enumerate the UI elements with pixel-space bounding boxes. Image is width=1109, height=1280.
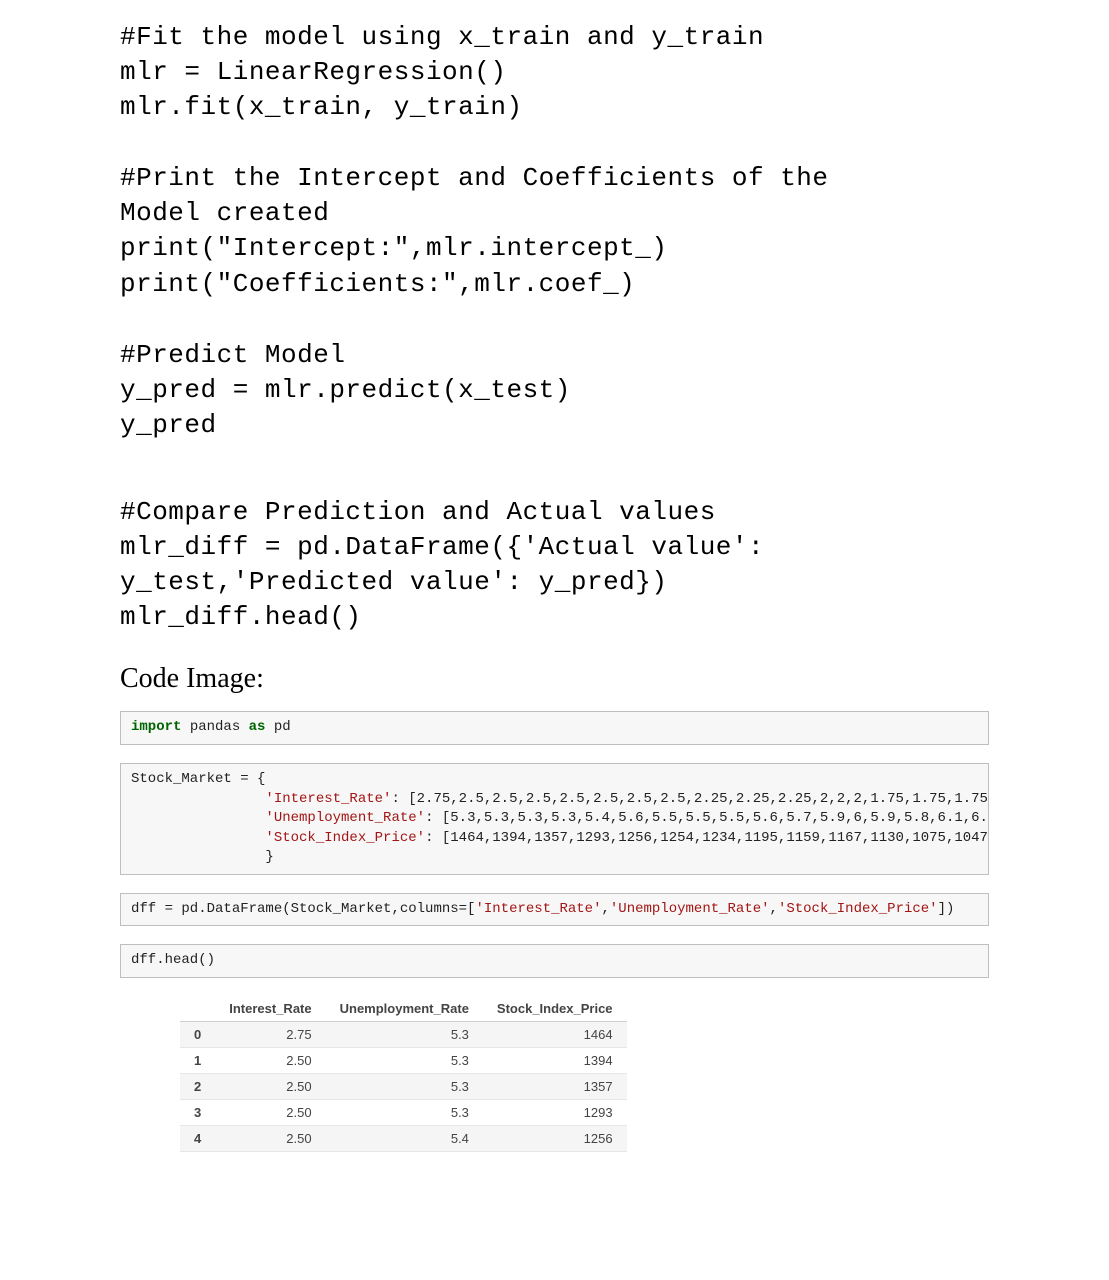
table-cell: 5.3 (326, 1100, 483, 1126)
code-key: 'Stock_Index_Price' (265, 830, 425, 846)
code-text: Stock_Market = { (131, 771, 265, 787)
code-block-compare: #Compare Prediction and Actual values ml… (120, 495, 989, 635)
code-line: #Predict Model (120, 340, 345, 370)
kw-import: import (131, 719, 181, 735)
spacer (120, 443, 989, 479)
code-line: print("Coefficients:",mlr.coef_) (120, 269, 635, 299)
table-cell: 1 (180, 1048, 215, 1074)
code-line: mlr_diff = pd.DataFrame({'Actual value': (120, 532, 764, 562)
code-text: , (602, 901, 610, 917)
dataframe-output: Interest_Rate Unemployment_Rate Stock_In… (180, 996, 989, 1152)
table-row: 3 2.50 5.3 1293 (180, 1100, 627, 1126)
code-line: y_test,'Predicted value': y_pred}) (120, 567, 668, 597)
table-cell: 1293 (483, 1100, 627, 1126)
code-key: 'Unemployment_Rate' (265, 810, 425, 826)
code-text: dff.head() (131, 952, 215, 968)
kw-as: as (249, 719, 266, 735)
spacer (120, 125, 989, 161)
code-line: y_pred (120, 410, 217, 440)
code-block-predict: #Predict Model y_pred = mlr.predict(x_te… (120, 338, 989, 443)
table-header: Stock_Index_Price (483, 996, 627, 1022)
table-header: Unemployment_Rate (326, 996, 483, 1022)
table-cell: 2.50 (215, 1048, 325, 1074)
code-str: 'Stock_Index_Price' (778, 901, 938, 917)
code-block-print: #Print the Intercept and Coefficients of… (120, 161, 989, 301)
code-line: y_pred = mlr.predict(x_test) (120, 375, 571, 405)
code-text: dff = pd.DataFrame(Stock_Market,columns=… (131, 901, 475, 917)
code-text: ]) (938, 901, 955, 917)
table-cell: 5.3 (326, 1074, 483, 1100)
table-row: 0 2.75 5.3 1464 (180, 1022, 627, 1048)
table-cell: 2.75 (215, 1022, 325, 1048)
table-cell: 0 (180, 1022, 215, 1048)
code-text: pd (274, 719, 291, 735)
table-cell: 5.3 (326, 1048, 483, 1074)
code-text: } (265, 849, 273, 865)
code-line: mlr.fit(x_train, y_train) (120, 92, 523, 122)
table-cell: 4 (180, 1126, 215, 1152)
code-val: : [1464,1394,1357,1293,1256,1254,1234,11… (425, 830, 989, 846)
notebook-cell-dff: dff = pd.DataFrame(Stock_Market,columns=… (120, 893, 989, 927)
table-cell: 2.50 (215, 1100, 325, 1126)
table-cell: 2 (180, 1074, 215, 1100)
dataframe-table: Interest_Rate Unemployment_Rate Stock_In… (180, 996, 627, 1152)
code-str: 'Interest_Rate' (475, 901, 601, 917)
table-row: 2 2.50 5.3 1357 (180, 1074, 627, 1100)
table-header-row: Interest_Rate Unemployment_Rate Stock_In… (180, 996, 627, 1022)
table-cell: 1394 (483, 1048, 627, 1074)
notebook-cell-stockmarket: Stock_Market = { 'Interest_Rate': [2.75,… (120, 763, 989, 875)
code-text: , (770, 901, 778, 917)
table-cell: 3 (180, 1100, 215, 1126)
page-root: #Fit the model using x_train and y_train… (0, 0, 1109, 1192)
table-cell: 5.3 (326, 1022, 483, 1048)
table-cell: 2.50 (215, 1074, 325, 1100)
code-str: 'Unemployment_Rate' (610, 901, 770, 917)
code-line: #Print the Intercept and Coefficients of… (120, 163, 829, 193)
code-val: : [5.3,5.3,5.3,5.3,5.4,5.6,5.5,5.5,5.5,5… (425, 810, 989, 826)
section-heading: Code Image: (120, 663, 989, 695)
table-cell: 5.4 (326, 1126, 483, 1152)
table-cell: 2.50 (215, 1126, 325, 1152)
code-line: #Fit the model using x_train and y_train (120, 22, 764, 52)
notebook-cell-import: import pandas as pd (120, 711, 989, 745)
code-line: #Compare Prediction and Actual values (120, 497, 716, 527)
table-row: 4 2.50 5.4 1256 (180, 1126, 627, 1152)
code-line: print("Intercept:",mlr.intercept_) (120, 233, 668, 263)
spacer (120, 302, 989, 338)
code-line: mlr_diff.head() (120, 602, 362, 632)
table-header (180, 996, 215, 1022)
code-line: Model created (120, 198, 329, 228)
table-cell: 1256 (483, 1126, 627, 1152)
code-text: pandas (190, 719, 240, 735)
code-key: 'Interest_Rate' (265, 791, 391, 807)
code-val: : [2.75,2.5,2.5,2.5,2.5,2.5,2.5,2.5,2.25… (391, 791, 989, 807)
table-cell: 1357 (483, 1074, 627, 1100)
code-line: mlr = LinearRegression() (120, 57, 506, 87)
table-cell: 1464 (483, 1022, 627, 1048)
notebook-cell-head: dff.head() (120, 944, 989, 978)
code-block-fit: #Fit the model using x_train and y_train… (120, 20, 989, 125)
spacer (120, 479, 989, 495)
table-row: 1 2.50 5.3 1394 (180, 1048, 627, 1074)
table-header: Interest_Rate (215, 996, 325, 1022)
